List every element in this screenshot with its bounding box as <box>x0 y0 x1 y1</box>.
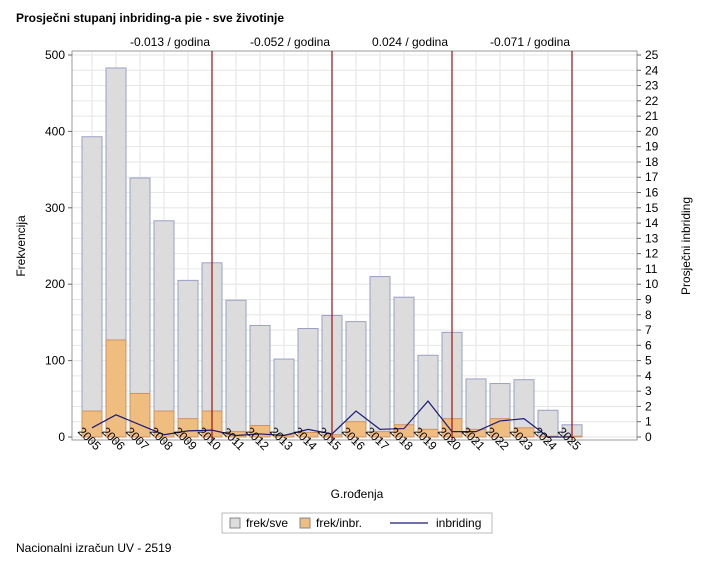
legend-swatch <box>299 517 311 529</box>
x-axis-label: G.rođenja <box>331 487 384 501</box>
bar-frek/inbr. <box>417 428 439 438</box>
legend-label: inbriding <box>436 516 481 530</box>
y-tick-label: 300 <box>45 201 65 215</box>
bar-frek/inbr. <box>465 428 487 438</box>
footer-note: Nacionalni izračun UV - 2519 <box>16 541 172 555</box>
y2-tick-label: 8 <box>645 308 652 322</box>
y-axis-label: Frekvencija <box>14 215 28 277</box>
bar-frek/sve <box>249 324 271 438</box>
y2-tick-label: 9 <box>645 292 652 306</box>
y2-tick-label: 2 <box>645 399 652 413</box>
bar-frek/sve <box>177 279 199 438</box>
legend-swatch <box>229 517 241 529</box>
y-tick-label: 400 <box>45 124 65 138</box>
y2-tick-label: 21 <box>645 109 659 123</box>
bar-frek/sve <box>393 296 415 438</box>
y2-tick-label: 20 <box>645 124 659 138</box>
bar-frek/inbr. <box>81 410 103 438</box>
y2-tick-label: 4 <box>645 369 652 383</box>
y2-tick-label: 22 <box>645 94 659 108</box>
y2-tick-label: 15 <box>645 201 659 215</box>
bar-frek/sve <box>297 328 319 438</box>
y2-tick-label: 0 <box>645 430 652 444</box>
y2-tick-label: 16 <box>645 186 659 200</box>
reference-label: -0.013 / godina <box>130 35 210 49</box>
y-tick-label: 100 <box>45 354 65 368</box>
y2-tick-label: 18 <box>645 155 659 169</box>
y2-tick-label: 17 <box>645 170 659 184</box>
y2-tick-label: 13 <box>645 231 659 245</box>
y2-tick-label: 10 <box>645 277 659 291</box>
bar-frek/inbr. <box>297 431 319 438</box>
y-tick-label: 200 <box>45 277 65 291</box>
y2-tick-label: 5 <box>645 354 652 368</box>
bar-frek/sve <box>369 276 391 438</box>
plot-frame <box>71 50 638 441</box>
y2-axis-label: Prosječni inbriding <box>679 197 693 295</box>
bar-frek/inbr. <box>345 421 367 438</box>
y2-tick-label: 14 <box>645 216 659 230</box>
y2-tick-label: 1 <box>645 415 652 429</box>
legend-box <box>221 512 493 534</box>
y2-tick-label: 19 <box>645 140 659 154</box>
reference-label: -0.071 / godina <box>490 35 570 49</box>
bar-frek/sve <box>153 220 175 438</box>
bar-frek/sve <box>225 299 247 438</box>
y2-tick-label: 25 <box>645 48 659 62</box>
bar-frek/inbr. <box>153 410 175 438</box>
y2-tick-label: 3 <box>645 384 652 398</box>
bar-frek/inbr. <box>129 392 151 438</box>
bar-frek/inbr. <box>177 418 199 438</box>
y2-tick-label: 12 <box>645 247 659 261</box>
legend-label: frek/sve <box>246 516 288 530</box>
chart-title: Prosječni stupanj inbriding-a pie - sve … <box>16 11 285 25</box>
y-tick-label: 0 <box>58 430 65 444</box>
reference-label: 0.024 / godina <box>372 35 448 49</box>
bar-frek/inbr. <box>513 427 535 438</box>
bar-frek/sve <box>81 136 103 438</box>
y2-tick-label: 24 <box>645 63 659 77</box>
bar-frek/sve <box>345 321 367 438</box>
y2-tick-label: 7 <box>645 323 652 337</box>
y2-tick-label: 11 <box>645 262 658 276</box>
legend-label: frek/inbr. <box>316 516 362 530</box>
y2-tick-label: 6 <box>645 338 652 352</box>
reference-label: -0.052 / godina <box>250 35 330 49</box>
bar-frek/inbr. <box>105 339 127 438</box>
bar-frek/inbr. <box>249 425 271 438</box>
bar-frek/inbr. <box>369 431 391 438</box>
y2-tick-label: 23 <box>645 79 659 93</box>
y-tick-label: 500 <box>45 48 65 62</box>
bar-frek/inbr. <box>393 424 415 438</box>
